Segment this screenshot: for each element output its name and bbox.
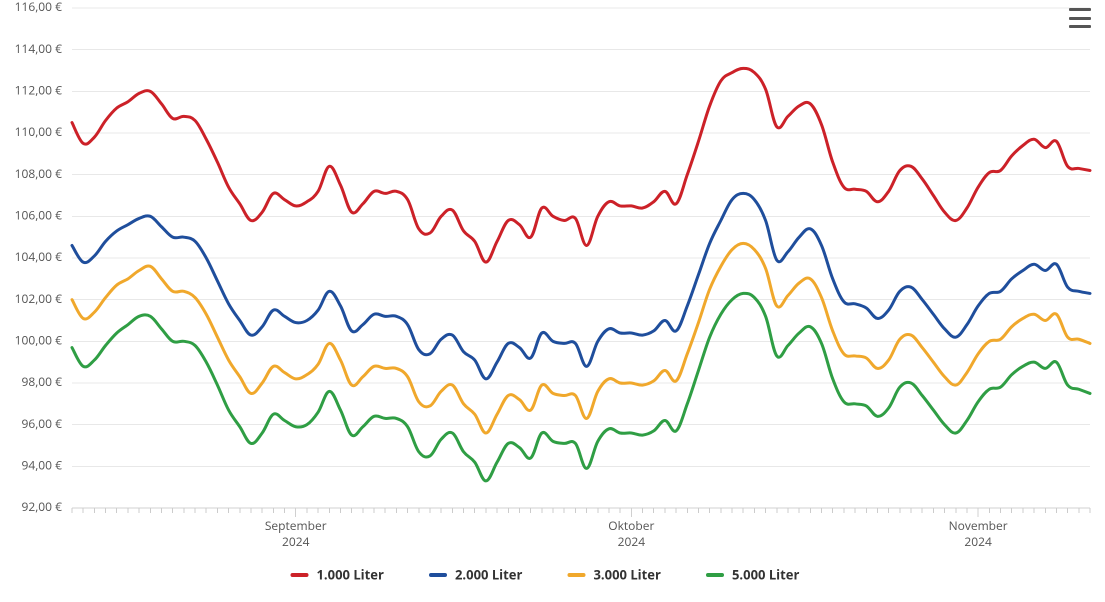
y-axis-tick-label: 102,00 € [15, 290, 63, 307]
x-axis-tick-sublabel: 2024 [282, 533, 310, 550]
legend-swatch[interactable] [291, 573, 309, 577]
x-axis-tick-sublabel: 2024 [618, 533, 646, 550]
y-axis-tick-label: 114,00 € [15, 40, 63, 57]
y-axis-tick-label: 92,00 € [21, 498, 62, 515]
chart-container: 92,00 € 94,00 € 96,00 € 98,00 € 100,00 € 102,… [0, 0, 1105, 602]
y-axis-tick-label: 116,00 € [15, 0, 63, 15]
line-chart: 92,00 € 94,00 € 96,00 € 98,00 € 100,00 € 102,… [0, 0, 1105, 602]
x-axis-tick-label: Oktober [608, 517, 654, 534]
x-axis-tick-label: September [265, 517, 327, 534]
legend-label[interactable]: 1.000 Liter [317, 565, 384, 583]
chart-menu-button[interactable] [1069, 6, 1091, 30]
legend-swatch[interactable] [568, 573, 586, 577]
y-axis-tick-label: 112,00 € [15, 82, 63, 99]
x-axis-tick-sublabel: 2024 [964, 533, 992, 550]
y-axis-tick-label: 96,00 € [21, 415, 62, 432]
y-axis-tick-label: 104,00 € [15, 248, 63, 265]
y-axis-tick-label: 98,00 € [21, 373, 62, 390]
legend-swatch[interactable] [706, 573, 724, 577]
legend-label[interactable]: 3.000 Liter [594, 565, 661, 583]
legend-label[interactable]: 2.000 Liter [455, 565, 522, 583]
hamburger-icon [1069, 8, 1091, 11]
y-axis-tick-label: 100,00 € [15, 332, 63, 349]
legend-swatch[interactable] [429, 573, 447, 577]
legend-label[interactable]: 5.000 Liter [732, 565, 799, 583]
y-axis-tick-label: 94,00 € [21, 457, 62, 474]
y-axis-tick-label: 110,00 € [15, 123, 63, 140]
y-axis-tick-label: 106,00 € [15, 207, 63, 224]
x-axis-tick-label: November [949, 517, 1008, 534]
y-axis-tick-label: 108,00 € [15, 165, 63, 182]
